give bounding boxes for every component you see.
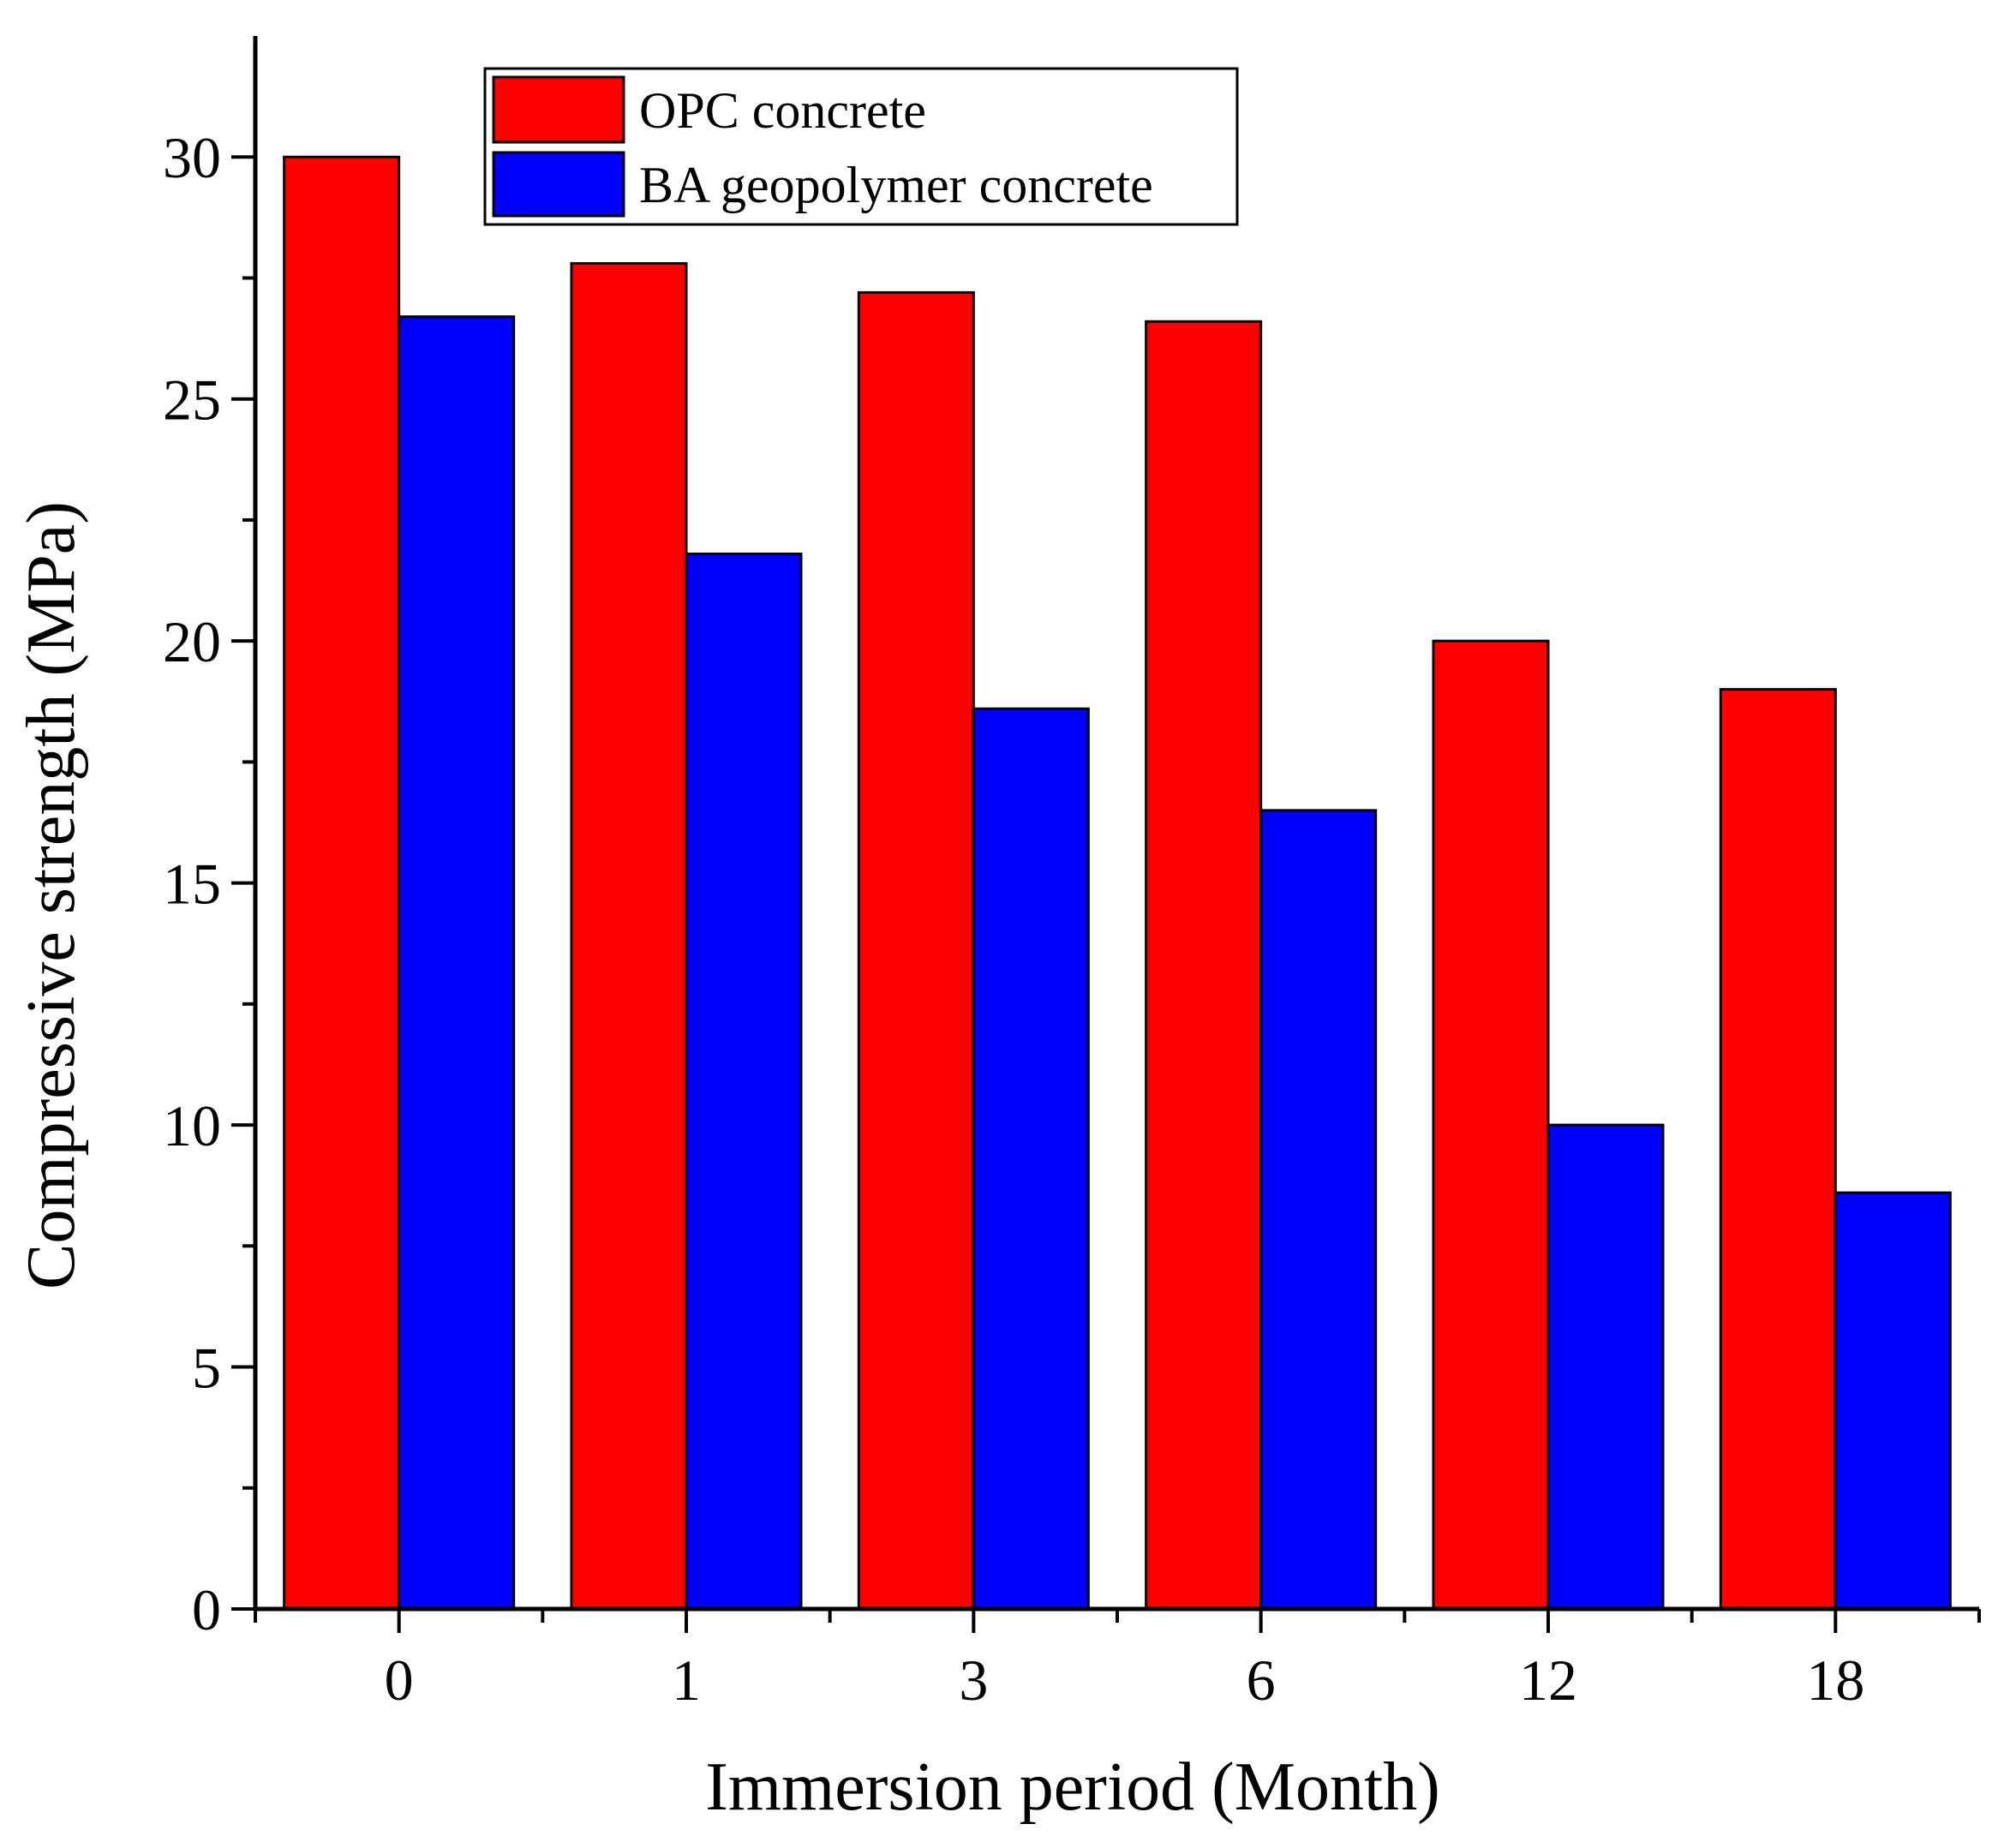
x-tick-label-0: 0 <box>385 1648 414 1713</box>
y-tick-label-10: 10 <box>163 1093 221 1158</box>
bar-ba-12 <box>1546 1123 1665 1611</box>
bar-opc-18 <box>1719 688 1837 1611</box>
legend-swatch-opc <box>492 75 625 144</box>
x-tick-label-6: 6 <box>1247 1648 1276 1713</box>
legend: OPC concrete BA geopolymer concrete <box>483 67 1239 226</box>
bar-ba-0 <box>398 315 516 1611</box>
x-tick-label-12: 12 <box>1519 1648 1577 1713</box>
ticks-group: 0 5 10 15 20 25 30 0 1 3 6 12 18 <box>163 125 1981 1713</box>
y-tick-label-25: 25 <box>163 368 221 433</box>
y-tick-label-0: 0 <box>192 1577 221 1642</box>
legend-swatch-ba <box>492 151 625 218</box>
bar-opc-1 <box>570 262 688 1611</box>
y-tick-label-30: 30 <box>163 125 221 190</box>
bar-opc-3 <box>857 290 975 1611</box>
bar-ba-6 <box>1259 809 1378 1611</box>
y-tick-label-15: 15 <box>163 852 221 917</box>
bar-opc-0 <box>283 155 401 1611</box>
legend-label-opc: OPC concrete <box>639 82 926 139</box>
bar-ba-18 <box>1834 1191 1952 1611</box>
bars-group <box>283 155 1952 1611</box>
bar-ba-3 <box>972 707 1090 1611</box>
bar-opc-6 <box>1145 320 1263 1611</box>
legend-label-ba: BA geopolymer concrete <box>639 157 1153 213</box>
x-tick-label-3: 3 <box>959 1648 988 1713</box>
y-axis-title: Compressive strength (MPa) <box>14 501 89 1289</box>
x-tick-label-1: 1 <box>672 1648 701 1713</box>
bar-ba-1 <box>685 552 803 1611</box>
x-tick-label-18: 18 <box>1806 1648 1864 1713</box>
y-tick-label-5: 5 <box>192 1336 221 1401</box>
bar-opc-12 <box>1432 639 1550 1611</box>
x-axis-title: Immersion period (Month) <box>705 1749 1440 1825</box>
y-tick-label-20: 20 <box>163 609 221 674</box>
